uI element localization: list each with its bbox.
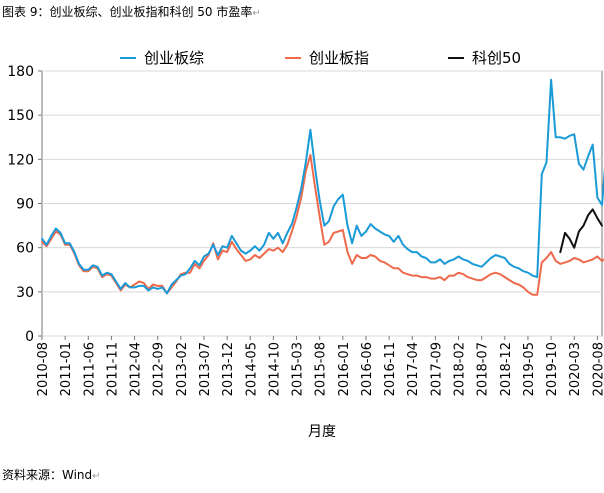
y-tick-label: 90 bbox=[16, 197, 34, 213]
x-tick-label: 2015-08 bbox=[314, 342, 329, 396]
x-tick-label: 2019-10 bbox=[545, 342, 560, 396]
y-tick-label: 120 bbox=[7, 152, 34, 168]
y-tick-label: 0 bbox=[25, 329, 34, 345]
x-tick-label: 2016-06 bbox=[360, 342, 375, 396]
series-line bbox=[41, 78, 604, 295]
legend-item: 创业板指 bbox=[285, 49, 369, 67]
x-tick-label: 2011-01 bbox=[59, 342, 74, 396]
y-tick-label: 150 bbox=[7, 108, 34, 124]
x-tick-label: 2019-05 bbox=[522, 342, 537, 396]
legend-label: 创业板指 bbox=[309, 49, 369, 67]
x-axis-title: 月度 bbox=[308, 424, 336, 440]
x-tick-label: 2012-09 bbox=[152, 342, 167, 396]
x-tick-label: 2018-02 bbox=[453, 342, 468, 396]
y-axis: 0 30 60 90 120 150 180 bbox=[7, 64, 42, 345]
x-tick-label: 2020-08 bbox=[591, 342, 604, 396]
x-tick-label: 2015-03 bbox=[291, 342, 306, 396]
x-tick-label: 2011-11 bbox=[105, 342, 120, 396]
y-tick-label: 30 bbox=[16, 285, 34, 301]
x-tick-label: 2020-03 bbox=[568, 342, 583, 396]
series-line bbox=[41, 153, 604, 296]
y-tick-label: 180 bbox=[7, 64, 34, 80]
legend-label: 科创50 bbox=[472, 49, 521, 67]
x-tick-label: 2016-11 bbox=[383, 342, 398, 396]
legend-label: 创业板综 bbox=[144, 49, 204, 67]
series-line bbox=[559, 208, 603, 254]
x-tick-label: 2012-04 bbox=[129, 342, 144, 396]
x-tick-label: 2016-01 bbox=[337, 342, 352, 396]
figure-source: 资料来源：Wind↵ bbox=[2, 468, 101, 482]
x-tick-label: 2013-12 bbox=[221, 342, 236, 396]
x-axis: 2010-08 2011-01 2011-06 2011-11 2012-04 2012-… bbox=[36, 336, 604, 396]
x-tick-label: 2010-08 bbox=[36, 342, 51, 396]
x-tick-label: 2013-02 bbox=[175, 342, 190, 396]
x-tick-label: 2014-10 bbox=[267, 342, 282, 396]
legend-item: 创业板综 bbox=[120, 49, 204, 67]
legend-item: 科创50 bbox=[448, 49, 521, 67]
x-tick-label: 2018-12 bbox=[499, 342, 514, 396]
y-tick-label: 60 bbox=[16, 241, 34, 257]
gridlines bbox=[41, 70, 603, 337]
x-tick-label: 2014-05 bbox=[244, 342, 259, 396]
legend: 创业板综 创业板指 科创50 bbox=[120, 49, 521, 67]
series-lines bbox=[41, 78, 604, 296]
x-tick-label: 2017-04 bbox=[406, 342, 421, 396]
x-tick-label: 2013-07 bbox=[198, 342, 213, 396]
x-tick-label: 2011-06 bbox=[82, 342, 97, 396]
x-tick-label: 2018-07 bbox=[476, 342, 491, 396]
figure-title: 图表 9：创业板综、创业板指和科创 50 市盈率↵ bbox=[2, 5, 261, 19]
x-tick-label: 2017-09 bbox=[429, 342, 444, 396]
